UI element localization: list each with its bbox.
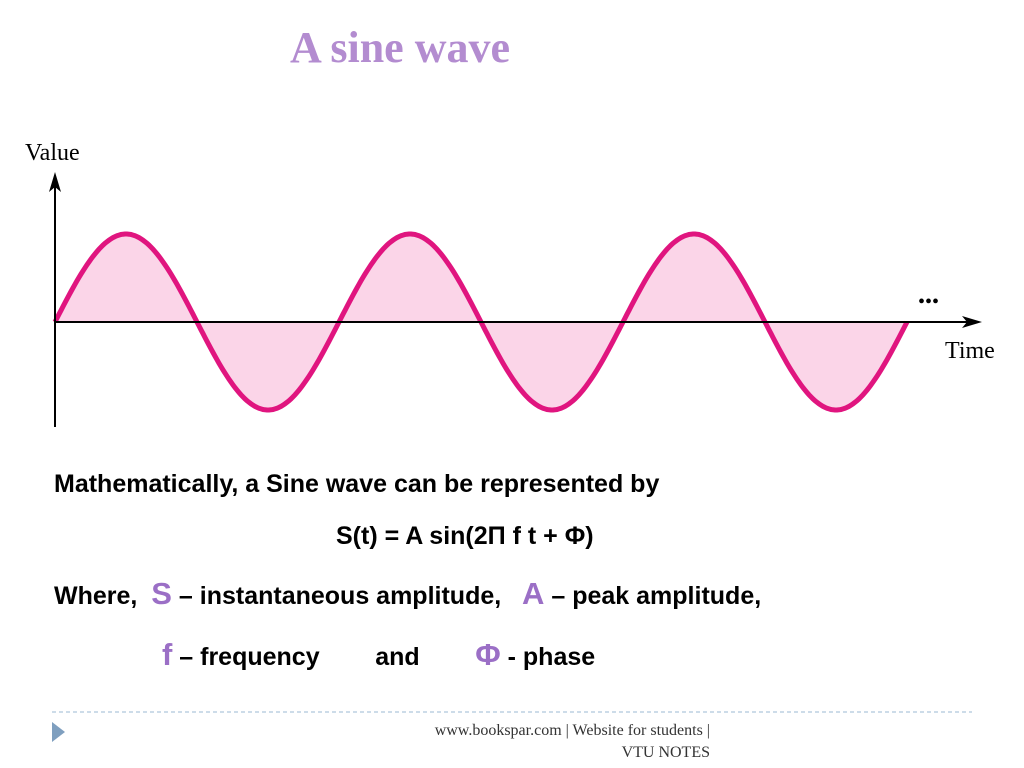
y-axis-label: Value bbox=[25, 140, 80, 166]
footer-decor bbox=[52, 711, 972, 742]
f-symbol: f bbox=[162, 637, 173, 672]
x-axis-label: Time bbox=[945, 338, 995, 364]
s-text: – instantaneous amplitude, bbox=[178, 582, 502, 610]
and: and bbox=[375, 643, 420, 671]
s-symbol: S bbox=[151, 576, 172, 611]
phi-symbol: Φ bbox=[475, 637, 501, 672]
f-text: – frequency bbox=[179, 643, 320, 671]
where-line: Where, S – instantaneous amplitude, A – … bbox=[54, 576, 761, 612]
sine-diagram: Value Time ••• bbox=[25, 140, 995, 427]
a-text: – peak amplitude, bbox=[551, 582, 762, 610]
a-symbol: A bbox=[522, 576, 545, 611]
y-arrow bbox=[49, 172, 61, 192]
where: Where, bbox=[54, 582, 138, 610]
formula: S(t) = A sin(2Π f t + Φ) bbox=[336, 522, 594, 550]
footer-line2: VTU NOTES bbox=[621, 744, 710, 761]
phi-text: - phase bbox=[507, 643, 596, 671]
x-arrow bbox=[962, 316, 982, 328]
title: A sine wave bbox=[290, 23, 510, 72]
footer: www.bookspar.com | Website for students … bbox=[330, 720, 710, 764]
ellipsis: ••• bbox=[918, 291, 939, 313]
footer-line1: www.bookspar.com | Website for students … bbox=[434, 722, 710, 739]
f-line: f – frequency and Φ - phase bbox=[162, 637, 595, 673]
bullet-arrow bbox=[52, 722, 65, 742]
intro: Mathematically, a Sine wave can be repre… bbox=[54, 470, 660, 498]
